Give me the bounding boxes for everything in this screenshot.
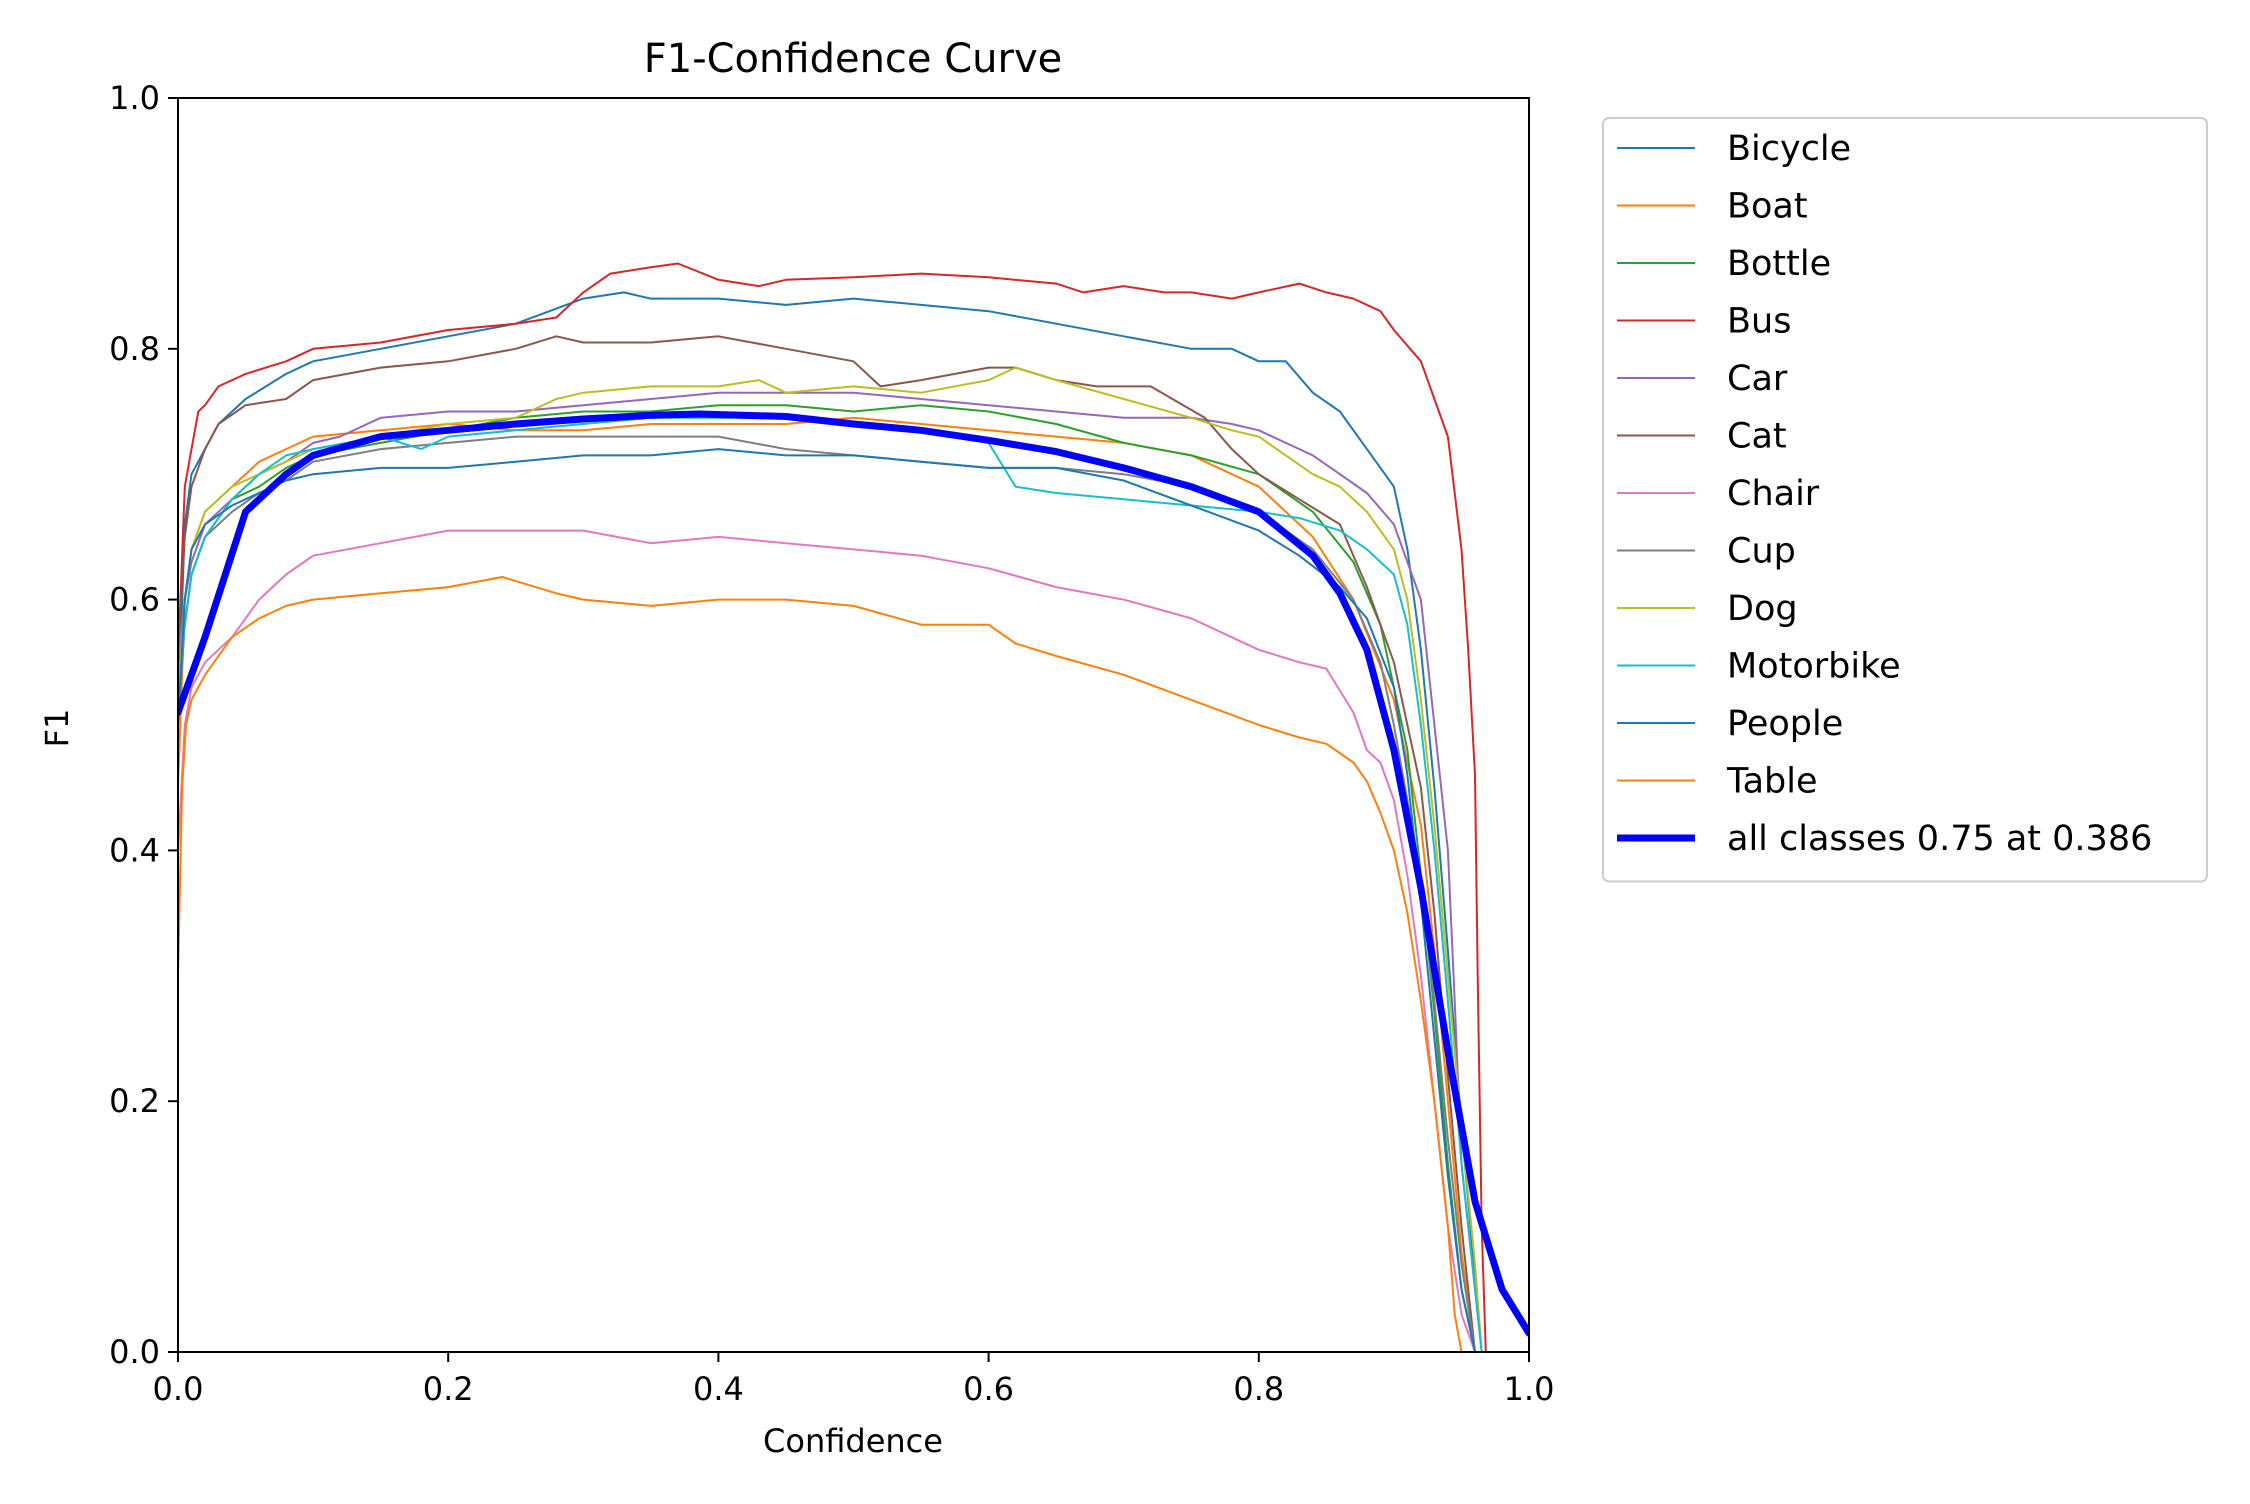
x-tick-label: 0.2 [423,1370,474,1408]
legend: Bicycle Boat Bottle Bus Car Cat Chair Cup Dog Mot… [1602,117,2208,883]
y-tick-label: 1.0 [109,79,160,117]
legend-label: Car [1727,359,1788,399]
series-line-dog [178,366,1483,1352]
x-tick-label: 0.0 [153,1370,204,1408]
legend-box [1602,117,2208,883]
series-line-table [178,576,1463,1352]
plot-area [178,262,1529,1352]
series-line-people [178,448,1476,1352]
legend-label: People [1727,704,1843,744]
chart-title: F1-Confidence Curve [644,36,1063,82]
y-tick-label: 0.4 [109,831,160,869]
x-tick-label: 0.8 [1233,1370,1284,1408]
plot-frame [177,97,1530,1353]
series-line-motorbike [178,416,1483,1352]
legend-label: Table [1726,762,1818,802]
series-line-bottle [178,404,1476,1352]
legend-label: Boat [1727,187,1808,227]
legend-label: Bicycle [1727,129,1851,169]
legend-label: Chair [1727,474,1820,514]
y-tick-label: 0.0 [109,1333,160,1371]
y-axis: 0.0 0.2 0.4 0.6 0.8 1.0 [109,79,178,1371]
legend-label: Motorbike [1727,647,1901,687]
series-line-bus [178,262,1487,1352]
legend-label: all classes 0.75 at 0.386 [1727,819,2152,859]
legend-label: Bus [1727,302,1791,342]
y-axis-label: F1 [38,709,76,748]
series-line-cat [178,335,1476,1352]
legend-label: Dog [1727,589,1798,629]
x-axis: 0.0 0.2 0.4 0.6 0.8 1.0 [153,1352,1555,1408]
x-tick-label: 0.6 [963,1370,1014,1408]
y-tick-label: 0.8 [109,330,160,368]
x-tick-label: 1.0 [1504,1370,1555,1408]
legend-label: Cat [1727,417,1787,457]
series-line-cup [178,435,1476,1352]
x-axis-label: Confidence [763,1422,943,1460]
legend-label: Bottle [1727,244,1831,284]
series-line-all-classes-0-75-at-0-386 [178,410,1529,1337]
x-tick-label: 0.4 [693,1370,744,1408]
y-tick-label: 0.6 [109,581,160,619]
legend-label: Cup [1727,532,1796,572]
series-line-boat [178,416,1476,1352]
series-line-chair [178,529,1476,1352]
y-tick-label: 0.2 [109,1082,160,1120]
